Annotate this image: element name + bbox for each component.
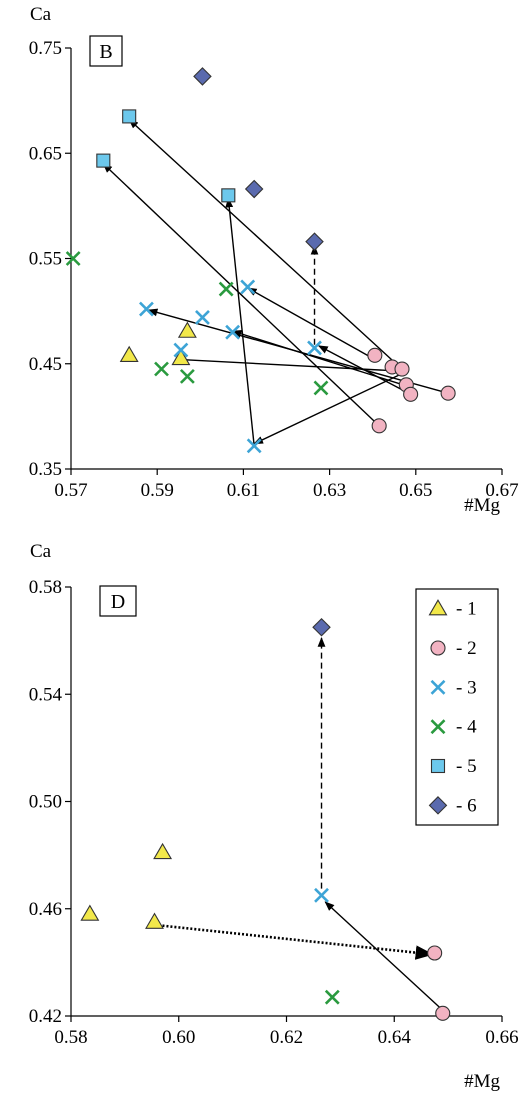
data-point-x xyxy=(307,340,322,356)
y-tick-label: 0.75 xyxy=(29,38,62,59)
data-point-circle xyxy=(427,945,443,961)
data-point-x xyxy=(179,368,195,384)
data-point-x xyxy=(139,301,154,317)
data-point-square xyxy=(122,109,137,124)
data-point-x xyxy=(218,281,234,297)
data-point-triangle xyxy=(145,912,164,929)
legend-marker-triangle xyxy=(428,599,448,616)
panel-label: D xyxy=(111,591,125,613)
trend-arrow xyxy=(180,358,402,375)
data-point-diamond xyxy=(305,232,324,251)
x-axis-label: #Mg xyxy=(464,1071,500,1092)
y-axis-label: Ca xyxy=(30,541,52,562)
trend-arrow xyxy=(225,197,255,446)
legend-marker-diamond xyxy=(428,796,448,815)
legend-marker-x xyxy=(430,679,446,695)
data-point-circle xyxy=(403,386,419,402)
panel-label-box xyxy=(89,35,123,67)
data-point-x xyxy=(246,438,262,454)
data-point-x xyxy=(313,380,329,396)
data-point-triangle xyxy=(171,348,191,366)
x-tick-label: 0.58 xyxy=(54,1027,87,1048)
trend-arrow xyxy=(154,923,434,960)
trend-arrow xyxy=(246,287,376,361)
x-tick-label: 0.67 xyxy=(485,480,518,501)
data-point-circle xyxy=(435,1005,451,1021)
data-point-x xyxy=(65,251,81,266)
y-tick-label: 0.45 xyxy=(29,354,62,375)
legend: - 1 - 2 - 3 - 4 - 5 - 6 xyxy=(415,588,499,826)
data-point-x xyxy=(195,310,210,325)
data-point-triangle xyxy=(153,842,173,860)
data-point-circle xyxy=(440,385,456,401)
chart-panel-1: 0.35 0.45 0.55 0.65 0.75 0.57 0.59 0.61 0.63 0.65… xyxy=(29,4,519,516)
trend-arrow xyxy=(253,373,402,445)
x-tick-label: 0.60 xyxy=(162,1027,195,1048)
trend-arrow xyxy=(128,118,402,369)
data-point-x xyxy=(240,279,256,295)
data-point-diamond xyxy=(312,617,331,637)
data-point-x xyxy=(314,887,329,903)
y-tick-label: 0.35 xyxy=(29,459,62,480)
legend-label: - 1 xyxy=(456,599,477,620)
x-tick-label: 0.61 xyxy=(227,480,260,501)
data-point-x xyxy=(173,342,189,358)
data-point-circle xyxy=(371,418,387,434)
legend-label: - 3 xyxy=(456,677,477,698)
panel-label-box xyxy=(99,585,137,617)
x-tick-label: 0.62 xyxy=(270,1027,303,1048)
y-tick-label: 0.58 xyxy=(29,577,62,598)
y-tick-label: 0.42 xyxy=(29,1006,62,1027)
panel-label: B xyxy=(99,41,112,63)
legend-marker-x xyxy=(430,719,446,735)
data-point-triangle xyxy=(119,345,139,363)
data-point-triangle xyxy=(80,904,100,921)
x-tick-label: 0.57 xyxy=(54,480,87,501)
y-tick-label: 0.46 xyxy=(29,899,62,920)
legend-label: - 6 xyxy=(456,795,477,816)
x-tick-label: 0.59 xyxy=(141,480,174,501)
legend-label: - 2 xyxy=(456,638,477,659)
y-axis-label: Ca xyxy=(30,4,52,25)
legend-label: - 5 xyxy=(456,756,477,777)
legend-box xyxy=(415,588,499,826)
x-tick-label: 0.64 xyxy=(378,1027,412,1048)
data-point-square xyxy=(221,188,236,203)
data-point-circle xyxy=(394,361,410,377)
y-tick-label: 0.65 xyxy=(29,143,62,164)
y-tick-label: 0.55 xyxy=(29,249,62,270)
chart-panel-2: 0.42 0.46 0.50 0.54 0.58 0.58 0.60 0.62 0.64 0.66… xyxy=(29,541,519,1092)
x-tick-label: 0.65 xyxy=(399,480,432,501)
data-point-x xyxy=(324,989,340,1005)
data-point-square xyxy=(96,153,111,168)
data-point-diamond xyxy=(244,179,264,199)
x-tick-label: 0.66 xyxy=(485,1027,518,1048)
data-point-x xyxy=(225,324,241,340)
data-point-x xyxy=(154,361,169,377)
data-point-circle xyxy=(367,347,383,363)
x-axis-label: #Mg xyxy=(464,495,500,516)
legend-marker-circle xyxy=(430,640,446,656)
data-point-diamond xyxy=(193,67,212,86)
trend-arrow xyxy=(102,163,380,427)
x-tick-label: 0.63 xyxy=(313,480,346,501)
y-tick-label: 0.50 xyxy=(29,792,62,813)
data-point-triangle xyxy=(177,321,197,338)
y-tick-label: 0.54 xyxy=(29,684,63,705)
legend-label: - 4 xyxy=(456,717,477,738)
trend-arrow xyxy=(324,901,443,1010)
legend-marker-square xyxy=(430,758,446,774)
trend-arrow xyxy=(317,345,411,395)
